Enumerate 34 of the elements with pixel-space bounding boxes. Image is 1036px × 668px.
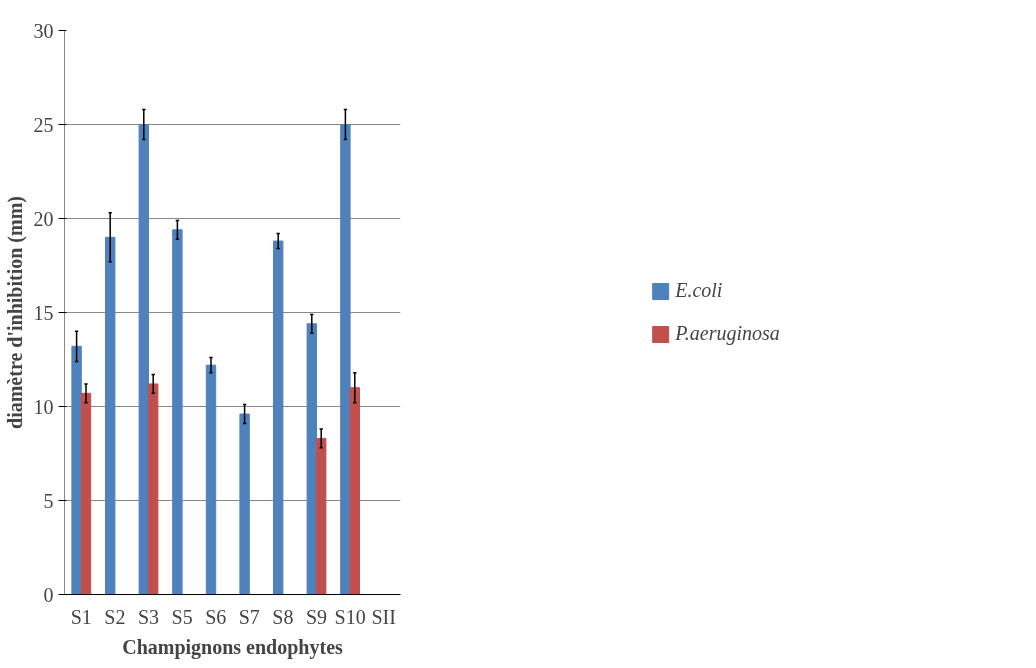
- x-tick-label: S10: [334, 605, 366, 628]
- bar: [272, 240, 284, 595]
- bar: [239, 413, 250, 595]
- y-tick-label: 25: [33, 113, 54, 136]
- x-tick-label: S2: [104, 605, 126, 628]
- y-axis-title: diamètre d'inhibition (mm): [3, 196, 27, 429]
- x-tick-label: SII: [371, 605, 396, 628]
- bar: [316, 437, 327, 595]
- x-tick-label: S6: [205, 605, 227, 628]
- x-tick-label: S7: [238, 605, 260, 628]
- bar: [104, 236, 116, 595]
- x-tick-label: S1: [70, 605, 92, 628]
- bar: [138, 124, 149, 595]
- y-tick-label: 5: [43, 489, 54, 512]
- x-tick-label: S9: [305, 605, 328, 628]
- x-tick-label: S3: [137, 605, 160, 628]
- legend-label: E.coli: [675, 279, 723, 302]
- x-axis-title: Champignons endophytes: [122, 635, 344, 659]
- y-tick-label: 30: [33, 19, 54, 42]
- legend-label: P.aeruginosa: [675, 322, 780, 345]
- bar: [349, 387, 361, 595]
- y-tick-label: 0: [43, 583, 54, 606]
- y-tick-label: 15: [33, 301, 54, 324]
- bar: [306, 323, 317, 595]
- bar: [172, 229, 183, 595]
- bar: [71, 345, 82, 595]
- bar: [340, 124, 351, 595]
- y-tick-label: 20: [33, 207, 54, 230]
- bar: [80, 392, 92, 595]
- x-tick-label: S8: [272, 605, 294, 628]
- x-tick-label: S5: [171, 605, 193, 628]
- bar: [205, 364, 217, 595]
- bar: [148, 383, 159, 595]
- y-tick-label: 10: [33, 395, 54, 418]
